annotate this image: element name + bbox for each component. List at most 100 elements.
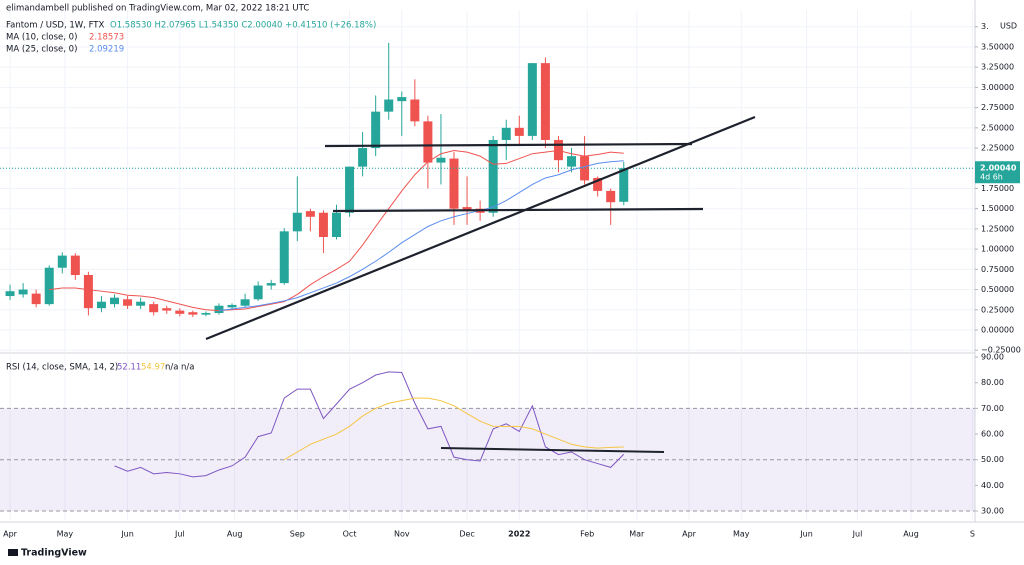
x-tick-label: May (733, 530, 750, 539)
y-tick-label: 2.50000 (981, 123, 1014, 132)
y-tick-label: 40.00 (981, 481, 1004, 490)
candle-body (162, 308, 172, 311)
candle-body (527, 63, 537, 136)
candle-body (227, 304, 237, 308)
candle-body (110, 297, 120, 305)
published-note: elimandambell published on TradingView.c… (6, 4, 309, 14)
logo-icon (8, 549, 18, 556)
x-tick-label: Feb (580, 530, 594, 539)
x-tick-label: Apr (3, 530, 18, 539)
candle-body (279, 231, 289, 284)
x-tick-label: Jul (174, 530, 185, 539)
candle-body (96, 301, 106, 309)
x-tick-label: May (57, 530, 74, 539)
candle-body (449, 158, 459, 209)
x-tick-label: Apr (682, 530, 697, 539)
candle-body (371, 111, 381, 149)
x-tick-label: Mar (629, 530, 645, 539)
y-tick-label: 90.00 (981, 353, 1004, 362)
candle-body (188, 312, 198, 315)
y-tick-label: 1.50000 (981, 204, 1014, 213)
candle-body (580, 156, 590, 181)
candle-body (175, 310, 185, 314)
trendline (324, 142, 693, 148)
line-series (218, 160, 624, 312)
x-tick-label: Aug (227, 530, 243, 539)
candle-body (397, 97, 407, 102)
candle-body (462, 207, 472, 212)
y-tick-label: 3.50000 (981, 42, 1014, 51)
x-tick-label: Aug (903, 530, 919, 539)
x-tick-label: Nov (394, 530, 410, 539)
candle-body (292, 212, 302, 232)
y-tick-label: 50.00 (981, 455, 1004, 464)
legend-ma25: MA (25, close, 0) (6, 45, 77, 55)
candle-body (201, 313, 211, 315)
candle-body (423, 121, 433, 163)
candle-body (44, 267, 54, 305)
rsi-title: RSI (14, close, SMA, 14, 2) (6, 363, 118, 373)
y-tick-label: 0.75000 (981, 265, 1014, 274)
y-tick-label: 1.75000 (981, 184, 1014, 193)
legend-ma10-value: 2.18573 (89, 33, 124, 43)
candle-body (31, 293, 41, 305)
candle-body (5, 291, 15, 297)
x-tick-label: 2022 (508, 530, 530, 539)
y-tick-label: 30.00 (981, 507, 1004, 516)
candle-body (331, 212, 341, 238)
candle-body (619, 168, 629, 202)
candle-body (136, 301, 146, 306)
na-label: n/a (181, 363, 194, 373)
y-tick-label: −0.25000 (981, 346, 1021, 355)
x-tick-label: Jun (120, 530, 134, 539)
line-series (284, 397, 624, 461)
candle-body (318, 212, 328, 238)
y-tick-label: 3. (981, 22, 989, 31)
symbol-title: Fantom / USD, 1W, FTX (6, 21, 104, 31)
legend-ma10: MA (10, close, 0) (6, 33, 77, 43)
candle-body (593, 177, 603, 191)
candle-body (240, 299, 250, 306)
trendline (332, 207, 704, 213)
candle-body (358, 148, 368, 167)
candle-body (305, 211, 315, 217)
rsi-sma-value: 54.97 (141, 363, 165, 373)
candle-body (123, 299, 133, 306)
x-tick-label: Dec (459, 530, 474, 539)
candle-body (540, 63, 550, 140)
ohlc-label: O1.58530 H2.07965 L1.54350 C2.00040 +0.4… (110, 21, 376, 31)
y-tick-label: 80.00 (981, 378, 1004, 387)
y-tick-label: 70.00 (981, 404, 1004, 413)
y-tick-label: 0.00000 (981, 326, 1014, 335)
y-tick-label: 3.25000 (981, 63, 1014, 72)
y-tick-label: 2.25000 (981, 144, 1014, 153)
candle-body (149, 304, 159, 313)
x-tick-label: Jul (852, 530, 863, 539)
countdown-label: 4d 6h (980, 173, 1003, 182)
x-tick-label: S (970, 530, 975, 539)
y-tick-label: 0.25000 (981, 305, 1014, 314)
candle-body (266, 283, 276, 286)
legend-ma25-value: 2.09219 (89, 45, 124, 55)
candle-body (70, 255, 80, 276)
x-tick-label: Jun (799, 530, 813, 539)
footer-brand: TradingView (21, 548, 87, 559)
logo: TradingView (8, 548, 87, 559)
line-series (49, 149, 624, 312)
candle-body (410, 99, 420, 122)
na-label: n/a (165, 363, 178, 373)
y-tick-label: 1.25000 (981, 224, 1014, 233)
candle-body (436, 157, 446, 163)
trendline (205, 115, 756, 341)
x-tick-label: Sep (290, 530, 305, 539)
line-series (114, 371, 625, 478)
y-tick-label: 1.00000 (981, 245, 1014, 254)
y-tick-label: 0.50000 (981, 285, 1014, 294)
candle-body (501, 127, 511, 140)
trendline (440, 447, 665, 453)
y-tick-label: 2.75000 (981, 103, 1014, 112)
currency-box (990, 20, 1020, 32)
candle-body (567, 156, 577, 167)
x-tick-label: Oct (343, 530, 357, 539)
